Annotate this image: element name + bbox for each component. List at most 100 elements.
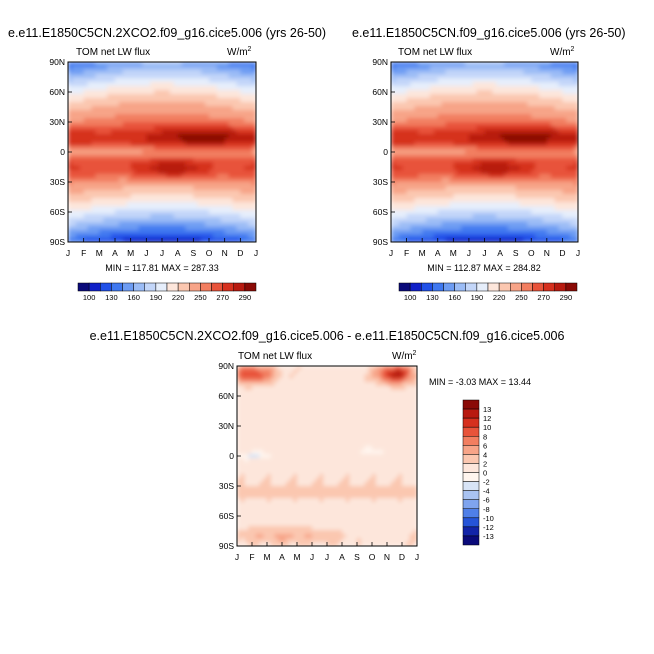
heatmap-cell [480, 122, 486, 127]
heatmap-cell [433, 102, 439, 107]
heatmap-cell [398, 230, 404, 235]
heatmap-cell [426, 186, 431, 191]
heatmap-cell [511, 126, 517, 131]
heatmap-cell [220, 170, 226, 175]
heatmap-cell [398, 186, 404, 191]
heatmap-cell [531, 98, 536, 103]
heatmap-cell [115, 126, 120, 131]
heatmap-cell [546, 210, 552, 215]
heatmap-cell [398, 162, 404, 167]
heatmap-cell [216, 162, 222, 167]
heatmap-cell [546, 178, 552, 183]
heatmap-cell [169, 182, 175, 187]
heatmap-cell [418, 134, 423, 139]
heatmap-cell [244, 402, 249, 407]
heatmap-cell [216, 222, 222, 227]
heatmap-cell [189, 178, 194, 183]
heatmap-cell [248, 210, 253, 215]
heatmap-cell [126, 226, 132, 231]
heatmap-cell [484, 174, 489, 179]
heatmap-cell [535, 134, 540, 139]
heatmap-cell [394, 122, 400, 127]
heatmap-cell [220, 110, 226, 115]
heatmap-cell [83, 158, 89, 163]
heatmap-cell [103, 82, 108, 87]
heatmap-cell [103, 230, 108, 235]
heatmap-cell [150, 110, 155, 115]
heatmap-cell [554, 238, 560, 242]
heatmap-cell [480, 126, 486, 131]
heatmap-cell [330, 406, 336, 411]
heatmap-cell [461, 78, 466, 83]
heatmap-cell [248, 126, 253, 131]
heatmap-cell [79, 74, 85, 79]
heatmap-cell [539, 74, 544, 79]
heatmap-cell [107, 98, 112, 103]
heatmap-cell [511, 130, 517, 135]
heatmap-cell [519, 146, 525, 151]
heatmap-cell [216, 230, 222, 235]
heatmap-cell [212, 210, 218, 215]
heatmap-cell [445, 62, 451, 67]
heatmap-cell [402, 130, 408, 135]
heatmap-cell [220, 206, 226, 211]
heatmap-cell [220, 118, 226, 123]
heatmap-cell [212, 190, 218, 195]
heatmap-cell [189, 86, 194, 91]
heatmap-cell [236, 198, 241, 203]
heatmap-cell [542, 78, 548, 83]
heatmap-cell [150, 122, 155, 127]
heatmap-cell [189, 186, 194, 191]
heatmap-cell [535, 166, 540, 171]
heatmap-cell [437, 90, 443, 95]
heatmap-cell [169, 218, 175, 223]
heatmap-cell [570, 158, 575, 163]
heatmap-cell [197, 106, 202, 111]
heatmap-cell [165, 90, 171, 95]
heatmap-cell [130, 86, 136, 91]
heatmap-cell [134, 170, 140, 175]
heatmap-cell [449, 98, 454, 103]
heatmap-cell [484, 134, 489, 139]
heatmap-cell [274, 386, 279, 391]
heatmap-cell [496, 110, 501, 115]
heatmap-cell [162, 174, 167, 179]
heatmap-cell [342, 390, 347, 395]
heatmap-cell [507, 158, 513, 163]
heatmap-cell [531, 78, 536, 83]
heatmap-cell [558, 142, 564, 147]
heatmap-cell [185, 202, 191, 207]
heatmap-cell [515, 206, 521, 211]
heatmap-cell [134, 194, 140, 199]
heatmap-cell [488, 214, 493, 219]
heatmap-cell [236, 106, 241, 111]
heatmap-cell [205, 210, 210, 215]
heatmap-cell [414, 186, 419, 191]
heatmap-cell [465, 106, 470, 111]
heatmap-cell [480, 166, 486, 171]
heatmap-cell [126, 82, 132, 87]
heatmap-cell [511, 198, 517, 203]
heatmap-cell [232, 206, 238, 211]
heatmap-cell [103, 186, 108, 191]
heatmap-cell [515, 110, 521, 115]
heatmap-cell [205, 70, 210, 75]
heatmap-cell [542, 206, 548, 211]
heatmap-cell [531, 182, 536, 187]
colorbar-label: 220 [493, 293, 506, 302]
heatmap-cell [570, 190, 575, 195]
heatmap-cell [387, 390, 392, 395]
heatmap-cell [293, 390, 298, 395]
heatmap-cell [398, 102, 404, 107]
heatmap-cell [468, 162, 474, 167]
heatmap-cell [413, 386, 417, 391]
heatmap-cell [468, 66, 474, 71]
heatmap-cell [531, 146, 536, 151]
heatmap-cell [169, 238, 175, 242]
heatmap-cell [244, 190, 249, 195]
heatmap-cell [515, 158, 521, 163]
heatmap-cell [197, 174, 202, 179]
heatmap-cell [426, 158, 431, 163]
heatmap-cell [496, 106, 501, 111]
heatmap-cell [409, 378, 414, 383]
